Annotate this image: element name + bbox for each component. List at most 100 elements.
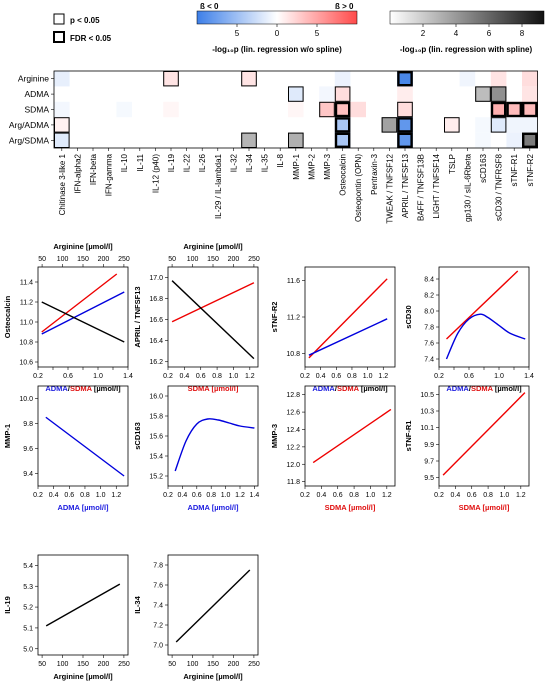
x-tick-label: 1.0 — [93, 373, 103, 380]
heatmap-cell — [444, 117, 460, 133]
y-tick-label: 12.4 — [286, 427, 300, 434]
legend: p < 0.05 FDR < 0.05 ß < 0 ß > 0 5 0 5 -log… — [53, 2, 545, 54]
line-panel-3: 10.8 11.2 11.6 0.2 0.4 0.6 0.8 1.0 1.2 ADMA/SDMA … — [270, 266, 396, 393]
top-tick-label: 200 — [98, 256, 110, 263]
heatmap-cell — [54, 132, 70, 148]
beta-tick-label: 5 — [235, 29, 240, 38]
line-panel-9: 5.0 5.1 5.2 5.3 5.4 50 100 150 200 250 Arginine [µ… — [3, 554, 130, 681]
heatmap-cell — [490, 101, 507, 118]
p-outline — [54, 117, 70, 133]
column-label: BAFF / TNFSF13B — [417, 154, 426, 221]
x-tick-label: 1.2 — [516, 492, 526, 499]
column-label: IL-34 — [245, 153, 254, 172]
p-outline — [475, 86, 491, 102]
column-label: Chitinase 3-like 1 — [58, 153, 67, 215]
heatmap-cell — [334, 117, 351, 133]
plot-frame — [304, 385, 396, 487]
y-tick-label: 10.5 — [420, 392, 434, 399]
heatmap-cell — [490, 71, 507, 87]
beta-tick-label: 0 — [275, 29, 280, 38]
spline-tick-label: 6 — [487, 29, 492, 38]
beta-colorbar — [196, 10, 358, 25]
y-tick-label: 5.1 — [23, 625, 33, 632]
x-tick-label: 50 — [38, 661, 46, 668]
column-label: IL-32 — [229, 153, 238, 172]
spline-tick-label: 2 — [421, 29, 426, 38]
x-axis-label-part: SDMA — [471, 384, 494, 393]
x-tick-label: 1.0 — [221, 492, 231, 499]
row-label: Arg/SDMA — [9, 135, 49, 145]
beta-tick-label: 5 — [315, 29, 320, 38]
x-tick-label: 0.6 — [331, 373, 341, 380]
x-axis-label-part: ADMA [µmol/l] — [57, 503, 109, 512]
x-tick-label: 0.8 — [349, 492, 359, 499]
y-tick-label: 7.0 — [153, 643, 163, 650]
plot-frame — [37, 385, 129, 487]
x-axis-label: ADMA/SDMA [µmol/l] — [446, 384, 522, 393]
column-label: MMP-2 — [307, 153, 316, 179]
heatmap-cell — [397, 132, 413, 148]
heatmap-cell — [397, 86, 413, 102]
y-tick-label: 16.8 — [149, 296, 163, 303]
spline-colorbar — [389, 10, 545, 25]
series-line — [175, 569, 251, 643]
y-axis-label: MMP-3 — [270, 424, 279, 448]
x-axis-label-part: / — [68, 384, 71, 393]
x-axis-label: Arginine [µmol/l] — [53, 672, 113, 681]
p-outline — [241, 71, 257, 87]
series-line — [445, 313, 526, 360]
fdr-outline — [334, 117, 351, 133]
heatmap-cell — [241, 71, 257, 87]
x-axis-label: ADMA [µmol/l] — [57, 503, 109, 512]
y-tick-label: 16.4 — [149, 338, 163, 345]
y-axis-label: sCD163 — [133, 422, 142, 450]
x-axis-label: SDMA [µmol/l] — [325, 503, 376, 512]
p-legend-label: p < 0.05 — [70, 16, 100, 25]
x-tick-label: 1.2 — [378, 373, 388, 380]
x-tick-label: 0.4 — [49, 492, 59, 499]
fdr-outline — [506, 101, 523, 118]
column-label: IFN-beta — [89, 153, 98, 185]
y-tick-label: 12.0 — [286, 462, 300, 469]
x-tick-label: 0.6 — [196, 373, 206, 380]
y-tick-label: 9.8 — [23, 421, 33, 428]
p-outline — [397, 101, 413, 118]
x-tick-label: 200 — [228, 661, 240, 668]
heatmap-cell — [475, 132, 491, 148]
x-tick-label: 0.4 — [450, 492, 460, 499]
top-tick-label: 150 — [207, 256, 219, 263]
p-outline — [163, 71, 179, 87]
y-axis-label: sCD30 — [404, 305, 413, 328]
p-outline — [319, 101, 335, 118]
top-tick-label: 50 — [168, 256, 176, 263]
heatmap-cell — [319, 101, 335, 118]
y-tick-label: 8.0 — [424, 309, 434, 316]
line-panels: 10.610.811.011.211.40.2 0.6 1.0 1.4ADMA/SDM… — [3, 242, 534, 681]
y-axis-label: APRIL / TNFSF13 — [133, 286, 142, 347]
top-tick-label: 250 — [118, 256, 130, 263]
p-outline — [288, 86, 304, 102]
column-label: MMP-1 — [292, 153, 301, 179]
heatmap-cell — [319, 86, 335, 102]
y-axis-label: Osteocalcin — [3, 295, 12, 338]
x-tick-label: 1.0 — [363, 373, 373, 380]
heatmap-cell — [241, 132, 257, 148]
y-tick-label: 7.4 — [424, 357, 434, 364]
x-axis-label-part: ADMA — [446, 384, 469, 393]
top-tick-label: 100 — [57, 256, 69, 263]
x-axis-label: Arginine [µmol/l] — [183, 672, 243, 681]
p-outline — [288, 132, 304, 149]
y-tick-label: 11.8 — [287, 479, 300, 486]
column-label: TSLP — [448, 154, 457, 174]
heatmap-cell — [288, 86, 304, 102]
y-axis-label: IL-34 — [133, 595, 142, 613]
y-tick-label: 15.4 — [149, 454, 163, 461]
x-tick-label: 1.2 — [382, 492, 392, 499]
column-label: TWEAK / TNFSF12 — [385, 153, 394, 223]
series-line — [45, 416, 125, 477]
series-line — [312, 408, 392, 464]
y-axis-label: IL-19 — [3, 596, 12, 614]
fdr-legend-label: FDR < 0.05 — [70, 34, 112, 43]
x-axis-label-part: ADMA [µmol/l] — [187, 503, 239, 512]
